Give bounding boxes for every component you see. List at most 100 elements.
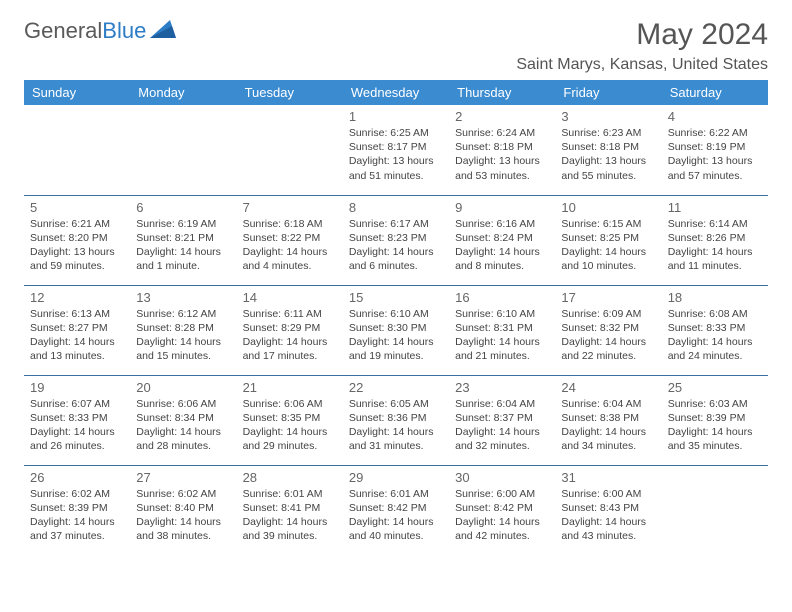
calendar-week-row: 5 Sunrise: 6:21 AMSunset: 8:20 PMDaylight… xyxy=(24,195,768,285)
calendar-day-cell: 15 Sunrise: 6:10 AMSunset: 8:30 PMDayligh… xyxy=(343,285,449,375)
day-number: 11 xyxy=(668,200,762,215)
calendar-day-cell: 27 Sunrise: 6:02 AMSunset: 8:40 PMDayligh… xyxy=(130,465,236,555)
day-number: 24 xyxy=(561,380,655,395)
calendar-day-cell: 14 Sunrise: 6:11 AMSunset: 8:29 PMDayligh… xyxy=(237,285,343,375)
day-info: Sunrise: 6:14 AMSunset: 8:26 PMDaylight:… xyxy=(668,217,762,274)
weekday-header: Thursday xyxy=(449,80,555,105)
calendar-day-cell: 10 Sunrise: 6:15 AMSunset: 8:25 PMDayligh… xyxy=(555,195,661,285)
header: GeneralBlue May 2024 Saint Marys, Kansas… xyxy=(24,18,768,74)
day-info: Sunrise: 6:03 AMSunset: 8:39 PMDaylight:… xyxy=(668,397,762,454)
calendar-empty-cell xyxy=(130,105,236,195)
month-title: May 2024 xyxy=(516,18,768,52)
day-info: Sunrise: 6:02 AMSunset: 8:40 PMDaylight:… xyxy=(136,487,230,544)
calendar-day-cell: 29 Sunrise: 6:01 AMSunset: 8:42 PMDayligh… xyxy=(343,465,449,555)
calendar-day-cell: 26Sunrise: 6:02 AMSunset: 8:39 PMDayligh… xyxy=(24,465,130,555)
day-number: 4 xyxy=(668,109,762,124)
day-number: 18 xyxy=(668,290,762,305)
calendar-day-cell: 3Sunrise: 6:23 AMSunset: 8:18 PMDaylight… xyxy=(555,105,661,195)
location-text: Saint Marys, Kansas, United States xyxy=(516,56,768,74)
day-number: 5 xyxy=(30,200,124,215)
calendar-day-cell: 5 Sunrise: 6:21 AMSunset: 8:20 PMDaylight… xyxy=(24,195,130,285)
day-info: Sunrise: 6:04 AMSunset: 8:38 PMDaylight:… xyxy=(561,397,655,454)
calendar-day-cell: 20Sunrise: 6:06 AMSunset: 8:34 PMDayligh… xyxy=(130,375,236,465)
day-number: 21 xyxy=(243,380,337,395)
calendar-empty-cell xyxy=(662,465,768,555)
weekday-header: Tuesday xyxy=(237,80,343,105)
calendar-empty-cell xyxy=(24,105,130,195)
day-number: 2 xyxy=(455,109,549,124)
day-number: 17 xyxy=(561,290,655,305)
calendar-day-cell: 6 Sunrise: 6:19 AMSunset: 8:21 PMDaylight… xyxy=(130,195,236,285)
day-number: 31 xyxy=(561,470,655,485)
day-info: Sunrise: 6:05 AMSunset: 8:36 PMDaylight:… xyxy=(349,397,443,454)
day-info: Sunrise: 6:23 AMSunset: 8:18 PMDaylight:… xyxy=(561,126,655,183)
day-number: 6 xyxy=(136,200,230,215)
day-info: Sunrise: 6:22 AMSunset: 8:19 PMDaylight:… xyxy=(668,126,762,183)
day-number: 12 xyxy=(30,290,124,305)
day-number: 29 xyxy=(349,470,443,485)
day-number: 15 xyxy=(349,290,443,305)
day-info: Sunrise: 6:00 AMSunset: 8:43 PMDaylight:… xyxy=(561,487,655,544)
day-info: Sunrise: 6:04 AMSunset: 8:37 PMDaylight:… xyxy=(455,397,549,454)
calendar-day-cell: 13 Sunrise: 6:12 AMSunset: 8:28 PMDayligh… xyxy=(130,285,236,375)
day-number: 25 xyxy=(668,380,762,395)
title-block: May 2024 Saint Marys, Kansas, United Sta… xyxy=(516,18,768,74)
calendar-day-cell: 17 Sunrise: 6:09 AMSunset: 8:32 PMDayligh… xyxy=(555,285,661,375)
day-info: Sunrise: 6:06 AMSunset: 8:35 PMDaylight:… xyxy=(243,397,337,454)
calendar-day-cell: 12 Sunrise: 6:13 AMSunset: 8:27 PMDayligh… xyxy=(24,285,130,375)
day-number: 30 xyxy=(455,470,549,485)
day-info: Sunrise: 6:09 AMSunset: 8:32 PMDaylight:… xyxy=(561,307,655,364)
day-info: Sunrise: 6:17 AMSunset: 8:23 PMDaylight:… xyxy=(349,217,443,274)
day-number: 23 xyxy=(455,380,549,395)
calendar-day-cell: 31 Sunrise: 6:00 AMSunset: 8:43 PMDayligh… xyxy=(555,465,661,555)
calendar-day-cell: 7 Sunrise: 6:18 AMSunset: 8:22 PMDaylight… xyxy=(237,195,343,285)
weekday-header: Sunday xyxy=(24,80,130,105)
day-number: 7 xyxy=(243,200,337,215)
day-number: 27 xyxy=(136,470,230,485)
day-info: Sunrise: 6:16 AMSunset: 8:24 PMDaylight:… xyxy=(455,217,549,274)
day-info: Sunrise: 6:08 AMSunset: 8:33 PMDaylight:… xyxy=(668,307,762,364)
day-info: Sunrise: 6:19 AMSunset: 8:21 PMDaylight:… xyxy=(136,217,230,274)
day-info: Sunrise: 6:12 AMSunset: 8:28 PMDaylight:… xyxy=(136,307,230,364)
calendar-day-cell: 19Sunrise: 6:07 AMSunset: 8:33 PMDayligh… xyxy=(24,375,130,465)
day-info: Sunrise: 6:01 AMSunset: 8:41 PMDaylight:… xyxy=(243,487,337,544)
weekday-header: Wednesday xyxy=(343,80,449,105)
weekday-header: Saturday xyxy=(662,80,768,105)
calendar-day-cell: 9 Sunrise: 6:16 AMSunset: 8:24 PMDaylight… xyxy=(449,195,555,285)
calendar-week-row: 1 Sunrise: 6:25 AMSunset: 8:17 PMDaylight… xyxy=(24,105,768,195)
weekday-header: Monday xyxy=(130,80,236,105)
day-info: Sunrise: 6:13 AMSunset: 8:27 PMDaylight:… xyxy=(30,307,124,364)
day-number: 13 xyxy=(136,290,230,305)
day-number: 22 xyxy=(349,380,443,395)
calendar-day-cell: 22 Sunrise: 6:05 AMSunset: 8:36 PMDayligh… xyxy=(343,375,449,465)
calendar-day-cell: 24 Sunrise: 6:04 AMSunset: 8:38 PMDayligh… xyxy=(555,375,661,465)
day-number: 9 xyxy=(455,200,549,215)
day-number: 10 xyxy=(561,200,655,215)
calendar-day-cell: 25 Sunrise: 6:03 AMSunset: 8:39 PMDayligh… xyxy=(662,375,768,465)
day-number: 8 xyxy=(349,200,443,215)
day-info: Sunrise: 6:21 AMSunset: 8:20 PMDaylight:… xyxy=(30,217,124,274)
day-info: Sunrise: 6:00 AMSunset: 8:42 PMDaylight:… xyxy=(455,487,549,544)
day-number: 16 xyxy=(455,290,549,305)
day-info: Sunrise: 6:25 AMSunset: 8:17 PMDaylight:… xyxy=(349,126,443,183)
calendar-week-row: 26Sunrise: 6:02 AMSunset: 8:39 PMDayligh… xyxy=(24,465,768,555)
day-number: 14 xyxy=(243,290,337,305)
logo-triangle-icon xyxy=(150,18,176,44)
calendar-day-cell: 4 Sunrise: 6:22 AMSunset: 8:19 PMDaylight… xyxy=(662,105,768,195)
day-info: Sunrise: 6:15 AMSunset: 8:25 PMDaylight:… xyxy=(561,217,655,274)
day-info: Sunrise: 6:10 AMSunset: 8:30 PMDaylight:… xyxy=(349,307,443,364)
calendar-day-cell: 1 Sunrise: 6:25 AMSunset: 8:17 PMDaylight… xyxy=(343,105,449,195)
day-info: Sunrise: 6:10 AMSunset: 8:31 PMDaylight:… xyxy=(455,307,549,364)
calendar-week-row: 12 Sunrise: 6:13 AMSunset: 8:27 PMDayligh… xyxy=(24,285,768,375)
calendar-empty-cell xyxy=(237,105,343,195)
calendar-header-row: SundayMondayTuesdayWednesdayThursdayFrid… xyxy=(24,80,768,105)
calendar-day-cell: 16 Sunrise: 6:10 AMSunset: 8:31 PMDayligh… xyxy=(449,285,555,375)
day-number: 1 xyxy=(349,109,443,124)
day-number: 19 xyxy=(30,380,124,395)
day-number: 20 xyxy=(136,380,230,395)
day-info: Sunrise: 6:18 AMSunset: 8:22 PMDaylight:… xyxy=(243,217,337,274)
day-info: Sunrise: 6:11 AMSunset: 8:29 PMDaylight:… xyxy=(243,307,337,364)
calendar-day-cell: 23 Sunrise: 6:04 AMSunset: 8:37 PMDayligh… xyxy=(449,375,555,465)
calendar-day-cell: 8 Sunrise: 6:17 AMSunset: 8:23 PMDaylight… xyxy=(343,195,449,285)
day-info: Sunrise: 6:01 AMSunset: 8:42 PMDaylight:… xyxy=(349,487,443,544)
